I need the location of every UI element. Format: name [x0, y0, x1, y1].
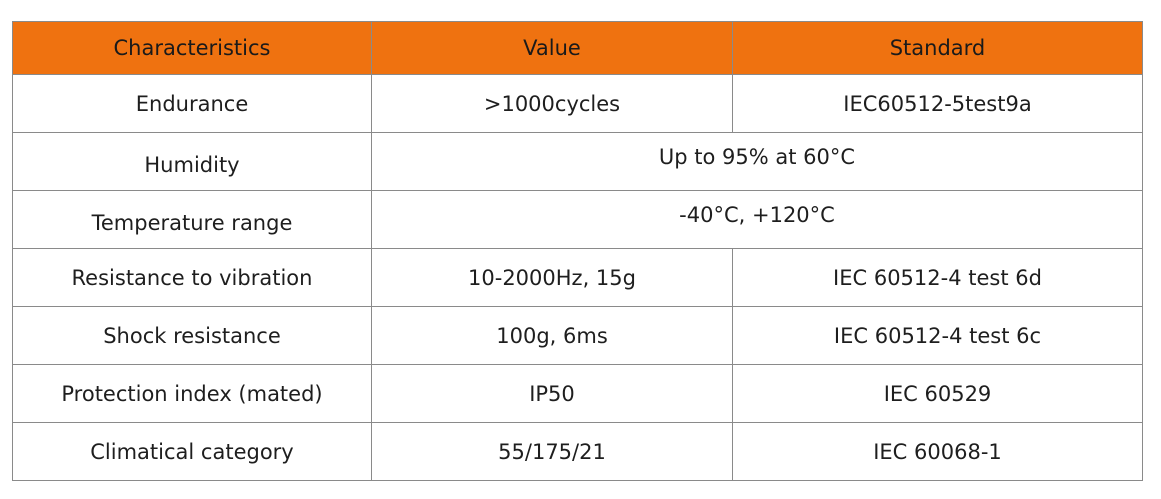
- characteristic-cell: Temperature range: [12, 190, 372, 249]
- value-cell-merged: -40°C, +120°C: [371, 190, 1143, 249]
- table-header-row: Characteristics Value Standard: [12, 21, 1143, 75]
- table-row-temperature-range: Temperature range -40°C, +120°C: [12, 190, 1143, 249]
- header-value: Value: [371, 21, 733, 75]
- specifications-table: Characteristics Value Standard Endurance…: [12, 21, 1143, 481]
- characteristic-cell: Endurance: [12, 74, 372, 133]
- table-row-humidity: Humidity Up to 95% at 60°C: [12, 132, 1143, 191]
- characteristic-cell: Humidity: [12, 132, 372, 191]
- standard-cell: IEC 60512-4 test 6d: [732, 248, 1143, 307]
- table-row-climatical-category: Climatical category 55/175/21 IEC 60068-…: [12, 422, 1143, 481]
- characteristic-cell: Resistance to vibration: [12, 248, 372, 307]
- standard-cell: IEC 60512-4 test 6c: [732, 306, 1143, 365]
- value-cell: 10-2000Hz, 15g: [371, 248, 733, 307]
- standard-cell: IEC 60068-1: [732, 422, 1143, 481]
- table-row-vibration: Resistance to vibration 10-2000Hz, 15g I…: [12, 248, 1143, 307]
- table-row-protection-index: Protection index (mated) IP50 IEC 60529: [12, 364, 1143, 423]
- table-row-shock: Shock resistance 100g, 6ms IEC 60512-4 t…: [12, 306, 1143, 365]
- value-cell: 55/175/21: [371, 422, 733, 481]
- header-standard: Standard: [732, 21, 1143, 75]
- characteristic-cell: Shock resistance: [12, 306, 372, 365]
- standard-cell: IEC60512-5test9a: [732, 74, 1143, 133]
- value-cell-merged: Up to 95% at 60°C: [371, 132, 1143, 191]
- value-cell: >1000cycles: [371, 74, 733, 133]
- standard-cell: IEC 60529: [732, 364, 1143, 423]
- table-row-endurance: Endurance >1000cycles IEC60512-5test9a: [12, 74, 1143, 133]
- characteristic-cell: Protection index (mated): [12, 364, 372, 423]
- header-characteristics: Characteristics: [12, 21, 372, 75]
- value-cell: 100g, 6ms: [371, 306, 733, 365]
- characteristic-cell: Climatical category: [12, 422, 372, 481]
- value-cell: IP50: [371, 364, 733, 423]
